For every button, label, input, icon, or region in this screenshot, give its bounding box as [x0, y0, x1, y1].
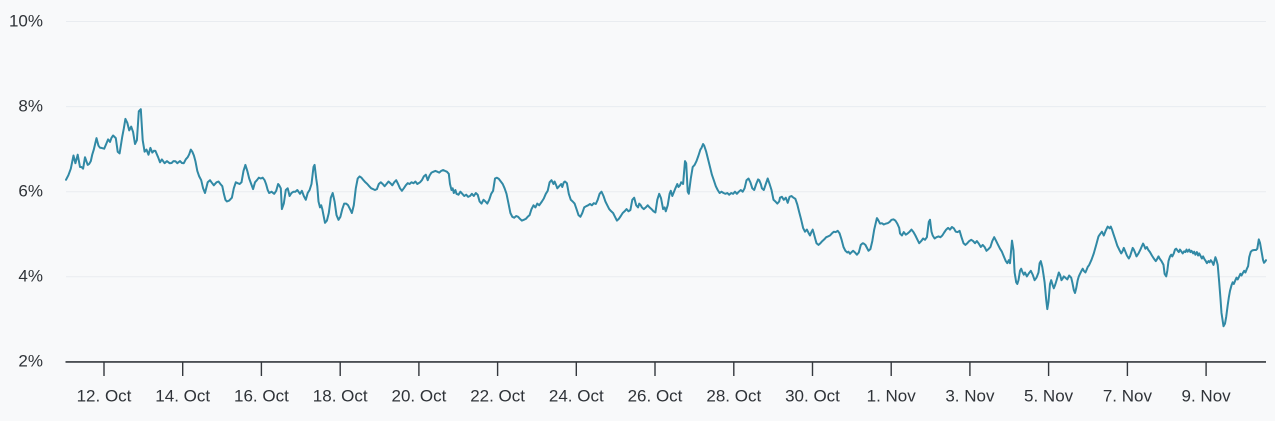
svg-text:12. Oct: 12. Oct	[77, 387, 132, 406]
svg-text:30. Oct: 30. Oct	[785, 387, 840, 406]
svg-text:5. Nov: 5. Nov	[1024, 387, 1074, 406]
svg-text:3. Nov: 3. Nov	[945, 387, 995, 406]
svg-text:1. Nov: 1. Nov	[867, 387, 917, 406]
svg-text:4%: 4%	[18, 267, 43, 286]
svg-text:24. Oct: 24. Oct	[549, 387, 604, 406]
svg-text:9. Nov: 9. Nov	[1182, 387, 1232, 406]
svg-text:2%: 2%	[18, 352, 43, 371]
svg-text:7. Nov: 7. Nov	[1103, 387, 1153, 406]
svg-text:14. Oct: 14. Oct	[155, 387, 210, 406]
svg-text:26. Oct: 26. Oct	[628, 387, 683, 406]
svg-text:16. Oct: 16. Oct	[234, 387, 289, 406]
svg-text:28. Oct: 28. Oct	[706, 387, 761, 406]
svg-text:18. Oct: 18. Oct	[313, 387, 368, 406]
svg-text:6%: 6%	[18, 182, 43, 201]
svg-text:8%: 8%	[18, 96, 43, 115]
svg-text:20. Oct: 20. Oct	[391, 387, 446, 406]
svg-text:22. Oct: 22. Oct	[470, 387, 525, 406]
svg-text:10%: 10%	[9, 11, 43, 30]
